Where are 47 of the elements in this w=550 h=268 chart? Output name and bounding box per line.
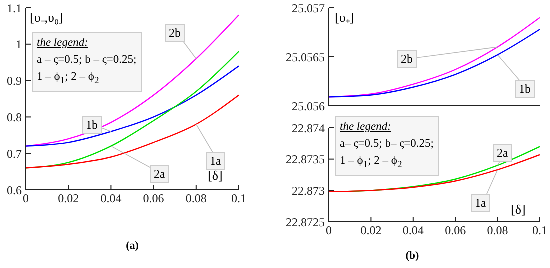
- series-label: 1b: [82, 116, 102, 134]
- line-series: [26, 66, 239, 147]
- text: 1a: [206, 152, 226, 170]
- y-tick-label: 25.057: [292, 1, 325, 16]
- x-tick-label: 0.04: [402, 224, 424, 238]
- x-tick-label: 0.1: [232, 192, 246, 206]
- x-tick-label: 0.1: [532, 224, 548, 238]
- y-tick-label: 0.6: [7, 183, 22, 198]
- y-tick-label: 22.8725: [286, 215, 325, 230]
- x-tick-label: 0.06: [445, 224, 466, 238]
- y-tick-label: 25.0565: [286, 50, 325, 64]
- text: (b): [404, 250, 420, 262]
- annotation: a – ς=0.5; b – ς=0.25;: [37, 53, 137, 68]
- x-tick-label: 0.08: [487, 224, 508, 238]
- y-tick-label: 0.9: [7, 74, 22, 88]
- y-tick-label: 1: [16, 38, 22, 52]
- y-axis-title: [υ₊]: [335, 9, 354, 26]
- text: 1b: [515, 80, 535, 98]
- x-tick-label: 0: [23, 192, 29, 206]
- x-axis-title: [δ]: [208, 168, 223, 184]
- x-tick-label: 0.04: [100, 192, 122, 206]
- annotation: the legend:: [340, 120, 392, 135]
- x-tick-label: 0.08: [186, 192, 207, 206]
- x-tick-label: 0.06: [143, 192, 164, 206]
- line-series: [26, 94, 239, 169]
- y-tick-label: 1.1: [7, 1, 22, 16]
- annotation: the legend:: [37, 36, 90, 51]
- x-tick-label: 0: [326, 224, 332, 238]
- y-tick-label: 22.874: [292, 121, 325, 136]
- series-label: 2a: [493, 144, 512, 162]
- y-tick-label: 22.873: [292, 184, 325, 198]
- y-tick-label: 0.8: [7, 110, 22, 124]
- annotation: 1 – ϕ$_{1}$; 2 – ϕ$_{2}$: [340, 154, 404, 172]
- y-tick-label: 25.056: [292, 99, 325, 114]
- text: 2a: [150, 165, 170, 183]
- annotation: a– ς=0.5; b– ς=0.25;: [340, 137, 434, 152]
- text: (a): [125, 240, 140, 252]
- x-tick-label: 0.02: [58, 192, 80, 206]
- text: 2b: [165, 24, 185, 42]
- series-label: 2b: [397, 50, 417, 68]
- x-tick-label: 0.02: [360, 224, 382, 238]
- x-axis-title: [δ]: [511, 202, 526, 218]
- y-tick-label: 22.8735: [286, 152, 325, 167]
- series-label: 1a: [471, 194, 490, 212]
- y-axis-title: [υ₋,υ₀]: [30, 9, 64, 26]
- y-tick-label: 0.7: [7, 146, 22, 161]
- annotation: 1 – ϕ$_{1}$; 2 – ϕ$_{2}$: [37, 70, 100, 88]
